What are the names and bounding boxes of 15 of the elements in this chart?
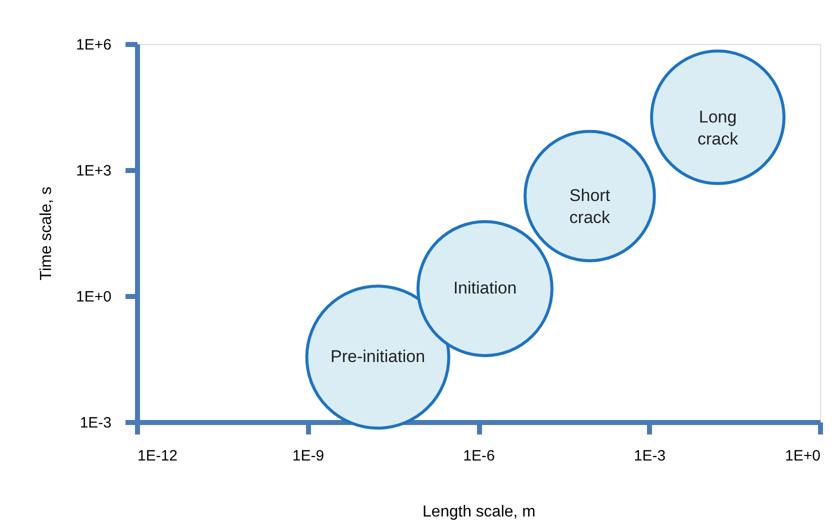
x-tick-label: 1E-9 <box>292 448 324 464</box>
y-axis-title: Time scale, s <box>38 186 56 280</box>
y-tick-label: 1E+6 <box>76 36 112 54</box>
y-tick-label: 1E+3 <box>76 162 112 180</box>
x-tick-label: 1E-6 <box>463 448 495 464</box>
annotation: Initiation <box>453 278 517 298</box>
y-tick-label: 1E-3 <box>80 414 112 432</box>
x-tick-label: 1E-12 <box>138 448 178 464</box>
annotation: Long crack <box>697 107 739 148</box>
x-axis-title: Length scale, m <box>422 504 536 520</box>
x-tick-label: 1E+0 <box>785 448 820 464</box>
x-tick-label: 1E-3 <box>634 448 666 464</box>
annotation: Short crack <box>569 186 611 228</box>
annotation: Pre-initiation <box>330 347 426 366</box>
y-tick-label: 1E+0 <box>76 288 112 306</box>
